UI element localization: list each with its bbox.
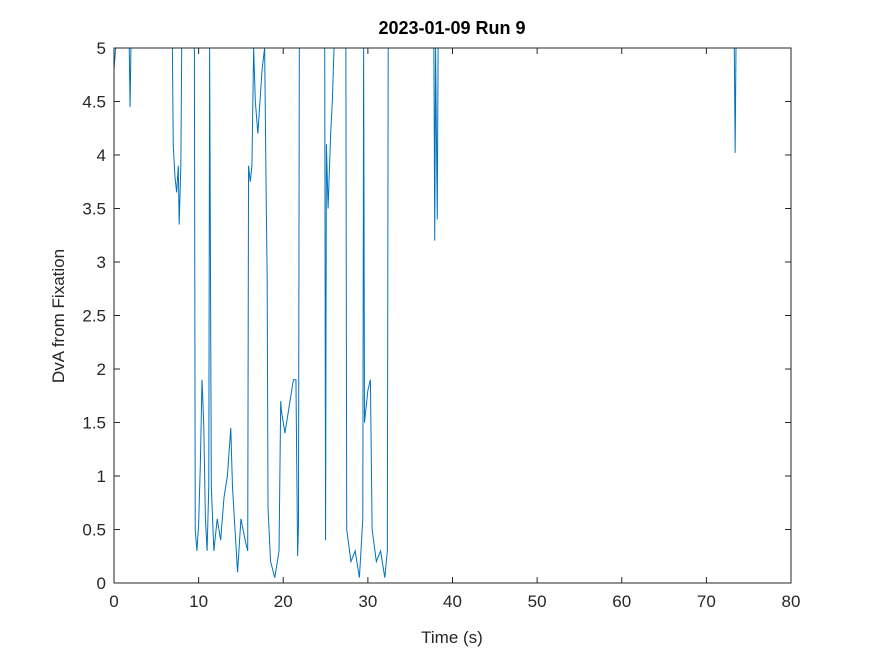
y-tick-label: 0 <box>97 574 106 593</box>
y-tick-label: 4.5 <box>82 93 106 112</box>
x-tick-label: 60 <box>612 592 631 611</box>
y-tick-label: 0.5 <box>82 521 106 540</box>
chart-title: 2023-01-09 Run 9 <box>378 18 525 38</box>
y-tick-label: 1.5 <box>82 414 106 433</box>
y-tick-label: 4 <box>97 146 106 165</box>
x-tick-label: 20 <box>274 592 293 611</box>
data-line <box>114 48 791 578</box>
x-tick-label: 70 <box>697 592 716 611</box>
y-tick-label: 3 <box>97 253 106 272</box>
y-tick-label: 2 <box>97 360 106 379</box>
axes-box <box>113 47 792 584</box>
x-axis-label: Time (s) <box>421 628 483 647</box>
x-tick-label: 80 <box>782 592 801 611</box>
x-tick-label: 10 <box>189 592 208 611</box>
x-tick-label: 40 <box>443 592 462 611</box>
y-tick-label: 1 <box>97 467 106 486</box>
x-tick-label: 50 <box>528 592 547 611</box>
x-tick-label: 0 <box>109 592 118 611</box>
y-tick-label: 2.5 <box>82 307 106 326</box>
y-tick-label: 5 <box>97 39 106 58</box>
y-axis-label: DvA from Fixation <box>49 249 68 383</box>
plot-area <box>114 48 791 583</box>
y-tick-label: 3.5 <box>82 200 106 219</box>
x-tick-label: 30 <box>358 592 377 611</box>
